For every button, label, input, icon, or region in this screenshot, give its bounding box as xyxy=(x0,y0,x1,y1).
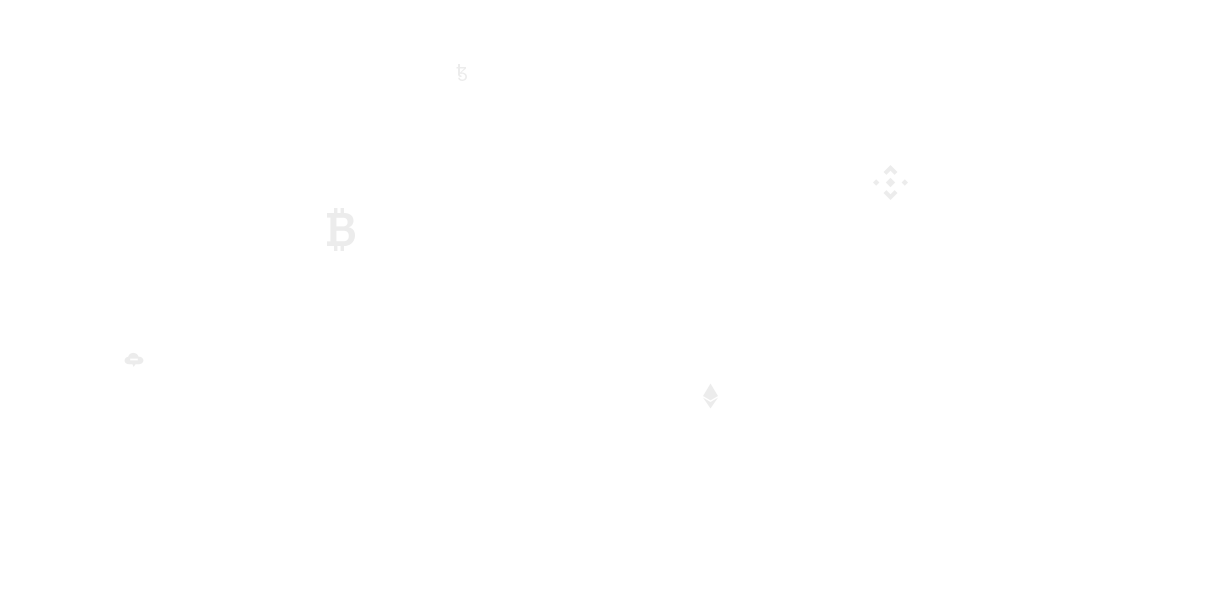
ethereum-icon xyxy=(702,383,719,409)
bitcoin-icon xyxy=(324,207,358,252)
tezos-icon xyxy=(454,63,470,82)
bnb-icon xyxy=(872,164,909,201)
cloud-chat-icon xyxy=(124,352,144,368)
